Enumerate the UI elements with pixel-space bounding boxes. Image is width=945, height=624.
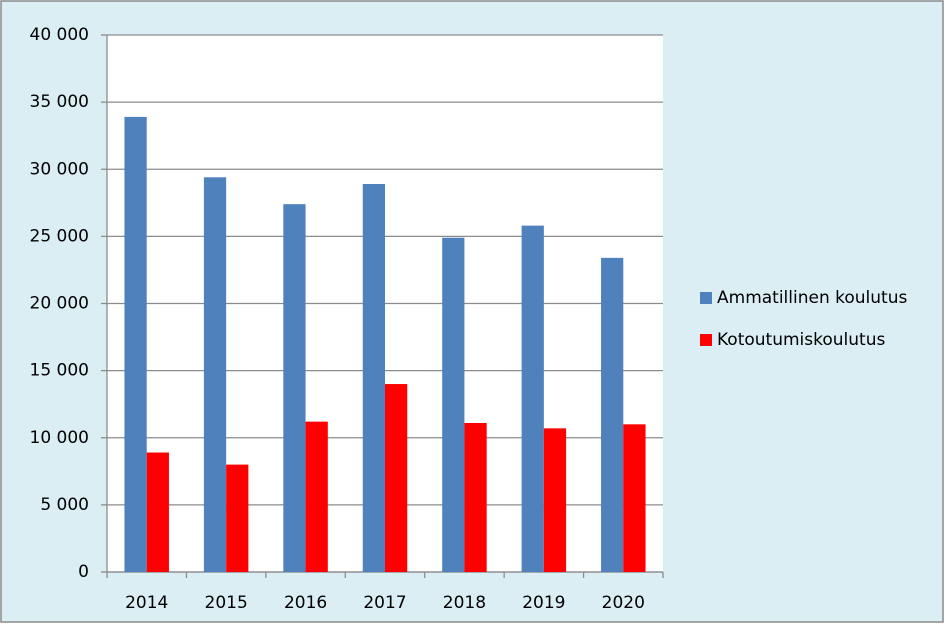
bar xyxy=(385,384,408,572)
y-tick-label: 0 xyxy=(78,562,89,582)
y-tick-label: 35 000 xyxy=(30,92,89,112)
bar xyxy=(226,464,249,572)
bar xyxy=(283,204,306,572)
y-tick-label: 25 000 xyxy=(30,226,89,246)
bar xyxy=(203,177,227,572)
bar xyxy=(543,428,567,572)
x-tick-label: 2019 xyxy=(522,593,565,613)
bar xyxy=(623,424,646,572)
x-tick-label: 2014 xyxy=(125,593,168,613)
x-tick-label: 2016 xyxy=(284,593,327,613)
legend-swatch xyxy=(700,292,712,304)
y-tick-label: 5 000 xyxy=(40,495,89,515)
x-tick-label: 2017 xyxy=(363,593,406,613)
y-tick-label: 10 000 xyxy=(30,428,89,448)
bar xyxy=(305,421,328,572)
x-tick-label: 2015 xyxy=(205,593,248,613)
bar xyxy=(362,184,385,572)
y-tick-label: 40 000 xyxy=(30,25,89,45)
x-tick-label: 2018 xyxy=(443,593,486,613)
bar xyxy=(442,237,465,572)
legend-label: Ammatillinen koulutus xyxy=(717,288,907,308)
y-tick-label: 30 000 xyxy=(30,159,89,179)
y-tick-label: 15 000 xyxy=(30,361,89,381)
x-tick-label: 2020 xyxy=(602,593,645,613)
bar xyxy=(464,422,487,572)
y-tick-label: 20 000 xyxy=(30,294,89,314)
bar xyxy=(124,116,147,572)
bar xyxy=(521,225,544,572)
bar xyxy=(146,452,169,572)
legend-label: Kotoutumiskoulutus xyxy=(717,330,885,350)
legend-swatch xyxy=(700,334,712,346)
bar xyxy=(601,257,624,572)
